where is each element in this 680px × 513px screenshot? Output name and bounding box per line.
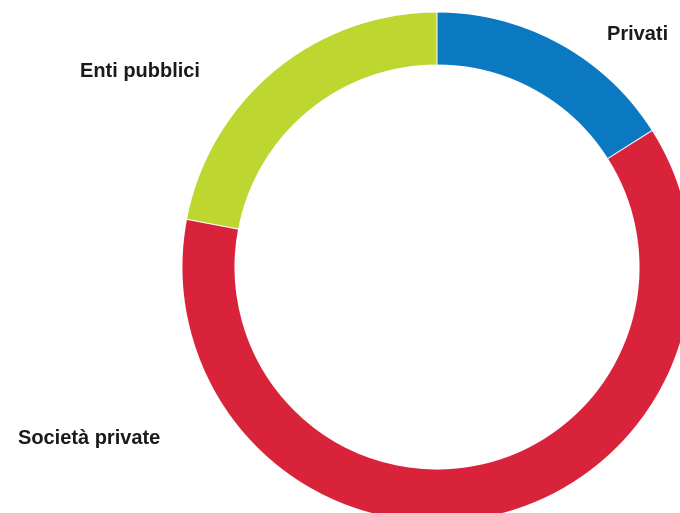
slice-label-privati: Privati: [607, 23, 668, 45]
slice-societa-private: [181, 129, 680, 513]
slice-label-societa-private: Società private: [18, 427, 160, 449]
slice-labels: Privati Società private Enti pubblici: [18, 23, 668, 449]
slice-enti-pubblici: [185, 11, 438, 230]
slice-label-enti-pubblici: Enti pubblici: [80, 60, 200, 82]
donut-slices: [181, 11, 680, 513]
